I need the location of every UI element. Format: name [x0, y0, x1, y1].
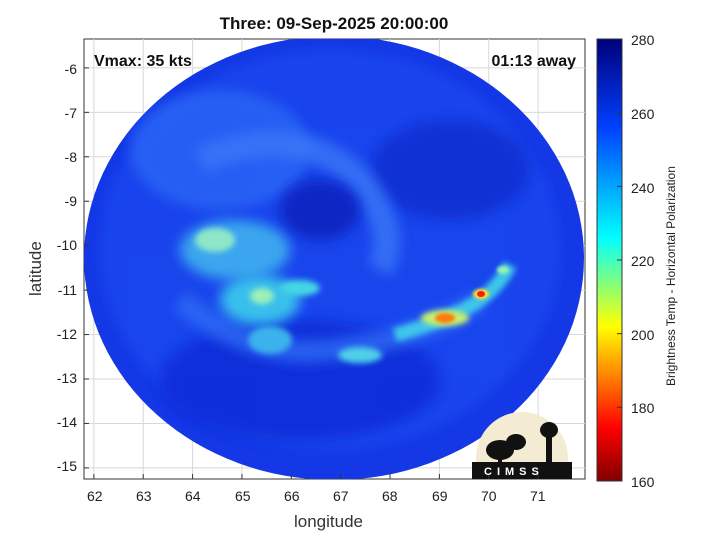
time-away-label: 01:13 away [491, 53, 576, 70]
x-tick-label: 69 [432, 488, 448, 504]
x-tick-label: 65 [235, 488, 251, 504]
plot-title: Three: 09-Sep-2025 20:00:00 [219, 14, 449, 33]
y-tick-label: -15 [56, 458, 77, 474]
x-tick-label: 64 [185, 488, 201, 504]
x-tick-label: 63 [136, 488, 152, 504]
y-tick-label: -7 [64, 105, 77, 121]
y-tick-label: -8 [64, 149, 77, 165]
x-tick-label: 67 [333, 488, 349, 504]
logo-text: CIMSS [484, 466, 544, 478]
y-tick-label: -12 [56, 326, 77, 342]
colorbar-tick-label: 200 [631, 327, 655, 343]
colorbar-tick-label: 260 [631, 106, 655, 122]
colorbar-tick-label: 180 [631, 400, 655, 416]
x-tick-label: 68 [382, 488, 398, 504]
x-tick-label: 71 [530, 488, 546, 504]
y-tick-label: -9 [64, 193, 77, 209]
y-axis-label: latitude [26, 241, 45, 296]
colorbar-tick-label: 240 [631, 180, 655, 196]
microwave-swath-image [84, 39, 584, 479]
colorbar-tick-label: 280 [631, 32, 655, 48]
y-tick-label: -13 [56, 370, 77, 386]
x-tick-label: 66 [284, 488, 300, 504]
vmax-label: Vmax: 35 kts [94, 53, 192, 70]
cimss-logo [472, 412, 572, 479]
y-tick-label: -6 [64, 61, 77, 77]
y-tick-label: -11 [57, 282, 77, 298]
x-tick-label: 70 [481, 488, 497, 504]
colorbar-tick-label: 160 [631, 474, 655, 490]
y-tick-label: -14 [56, 414, 77, 430]
colorbar-label: Brightness Temp - Horizontal Polarizatio… [664, 166, 678, 386]
colorbar-tick-label: 220 [631, 253, 655, 269]
y-tick-label: -10 [56, 237, 77, 253]
x-axis-label: longitude [294, 512, 364, 531]
x-tick-label: 62 [87, 488, 103, 504]
